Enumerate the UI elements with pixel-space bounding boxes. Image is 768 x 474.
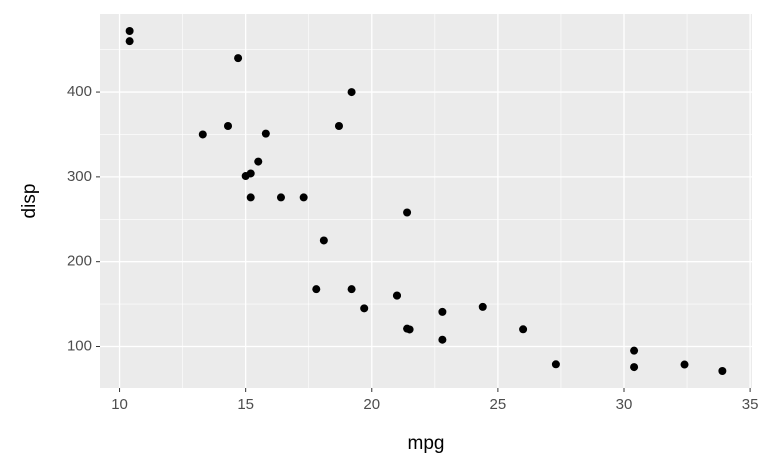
point — [438, 335, 447, 344]
x-axis-title: mpg — [408, 433, 445, 454]
x-tick-label: 30 — [616, 396, 633, 413]
point — [261, 129, 270, 138]
x-tick-label: 20 — [363, 396, 380, 413]
point — [276, 193, 285, 202]
point — [630, 363, 639, 372]
point — [312, 285, 321, 294]
y-axis-title: disp — [19, 184, 40, 219]
point — [241, 172, 250, 181]
point — [478, 302, 487, 311]
y-tick-label: 300 — [67, 168, 92, 185]
point — [125, 27, 134, 35]
y-tick-label: 400 — [67, 83, 92, 100]
point — [246, 193, 255, 202]
point — [360, 304, 369, 313]
point — [254, 157, 263, 166]
point — [125, 37, 134, 46]
point — [224, 121, 233, 130]
point — [234, 54, 243, 63]
panel — [100, 14, 752, 388]
point — [347, 88, 356, 97]
point — [392, 291, 401, 300]
point — [334, 121, 343, 130]
point — [299, 193, 308, 202]
point — [680, 360, 689, 369]
x-tick-label: 35 — [742, 396, 759, 413]
point — [551, 360, 560, 369]
point — [403, 324, 412, 333]
x-tick-label: 25 — [490, 396, 507, 413]
y-tick-label: 200 — [67, 253, 92, 270]
point — [319, 236, 328, 245]
point — [403, 208, 412, 217]
x-tick-label: 15 — [237, 396, 254, 413]
point — [519, 325, 528, 334]
point — [198, 130, 207, 139]
point — [718, 367, 727, 375]
x-tick-label: 10 — [111, 396, 128, 413]
point — [630, 346, 639, 355]
point — [438, 307, 447, 316]
y-tick-label: 100 — [67, 337, 92, 354]
point — [347, 285, 356, 294]
